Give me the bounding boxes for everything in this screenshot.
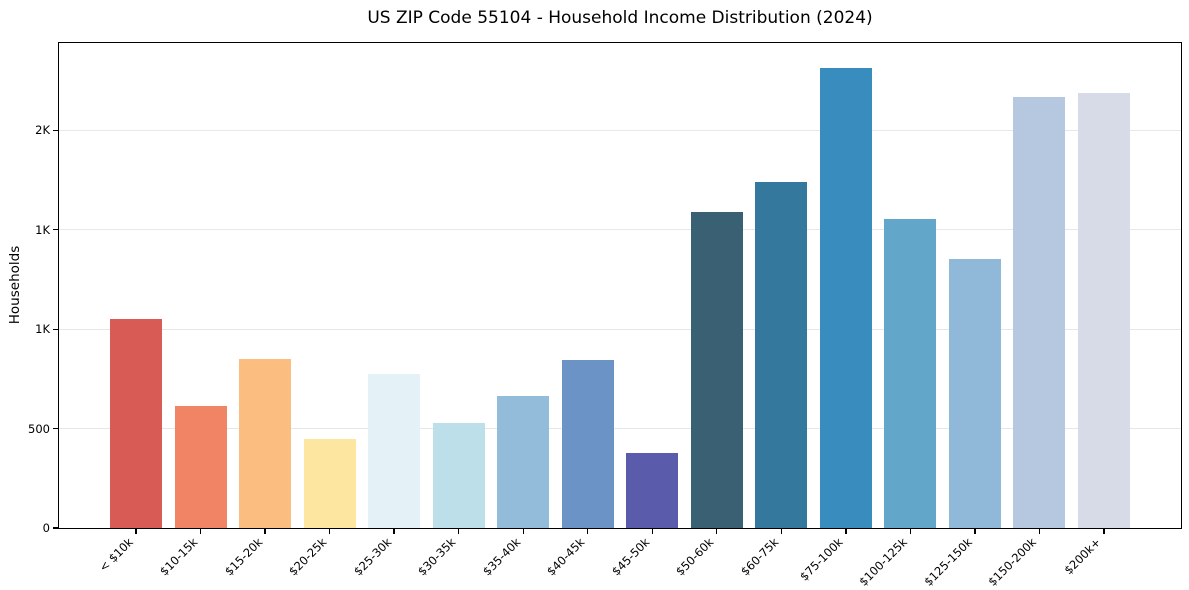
bar-2	[174, 405, 227, 528]
x-tick-label: < $10k	[96, 535, 136, 575]
bar-1	[110, 319, 162, 528]
bar-12	[819, 67, 872, 528]
x-tick-mark	[522, 528, 524, 534]
bar-7	[497, 395, 550, 528]
x-tick-mark	[199, 528, 202, 534]
x-tick-label: $75-100k	[797, 535, 846, 584]
bar-3	[239, 359, 292, 528]
x-tick-mark	[974, 528, 976, 534]
x-tick-label: $45-50k	[608, 535, 653, 579]
x-tick-label: $100-125k	[856, 535, 911, 589]
x-tick-mark	[651, 528, 653, 534]
bar-4	[303, 438, 356, 528]
bar-11	[755, 182, 808, 528]
gridline	[59, 428, 1181, 430]
x-tick-label: $200k+	[1061, 535, 1104, 578]
x-tick-mark	[328, 528, 331, 534]
bar-14	[948, 258, 1001, 528]
grid-layer	[59, 43, 1181, 528]
bar-13	[884, 218, 937, 528]
gridline	[59, 229, 1181, 231]
x-tick-mark	[909, 528, 912, 534]
gridline	[59, 129, 1181, 132]
y-tick-label: 1K	[35, 222, 50, 237]
x-tick-label: $10-15k	[157, 535, 201, 579]
bar-5	[368, 373, 421, 528]
plot-area	[57, 41, 1182, 529]
x-tick-label: $35-40k	[479, 535, 524, 579]
x-tick-label: $150-200k	[985, 535, 1040, 589]
y-tick-mark	[53, 328, 59, 330]
x-tick-label: $30-35k	[415, 535, 459, 579]
x-tick-mark	[1038, 528, 1041, 534]
x-tick-label: $25-30k	[350, 535, 395, 579]
x-tick-label: $50-60k	[673, 535, 717, 579]
x-tick-mark	[1103, 528, 1105, 534]
x-tick-mark	[780, 528, 782, 534]
x-tick-label: $20-25k	[286, 535, 330, 579]
bar-8	[561, 360, 614, 528]
x-tick-label: $15-20k	[221, 535, 265, 579]
x-tick-label: $125-150k	[921, 535, 975, 589]
bars-layer	[59, 43, 1181, 528]
x-tick-label: $60-75k	[737, 535, 782, 579]
y-tick-mark	[53, 129, 59, 132]
bar-15	[1013, 96, 1066, 528]
y-tick-label: 500	[28, 421, 50, 436]
bar-9	[626, 453, 679, 528]
bar-10	[690, 211, 743, 528]
bar-6	[432, 422, 485, 528]
bar-16	[1078, 92, 1130, 528]
y-axis-label: Households	[7, 245, 23, 325]
x-tick-mark	[716, 528, 718, 534]
y-tick-label: 0	[42, 521, 50, 535]
x-tick-mark	[845, 528, 847, 534]
x-tick-mark	[458, 528, 460, 534]
chart-title: US ZIP Code 55104 - Household Income Dis…	[367, 8, 873, 28]
y-tick-mark	[53, 427, 59, 430]
x-tick-mark	[135, 528, 137, 534]
x-tick-mark	[393, 528, 395, 534]
y-tick-mark	[53, 527, 59, 529]
x-tick-mark	[264, 528, 266, 534]
x-tick-label: $40-45k	[544, 535, 588, 579]
x-tick-mark	[587, 528, 589, 534]
y-tick-label: 1K	[35, 322, 50, 337]
y-tick-label: 2K	[35, 123, 50, 138]
gridline	[59, 328, 1181, 330]
y-tick-mark	[53, 229, 59, 231]
